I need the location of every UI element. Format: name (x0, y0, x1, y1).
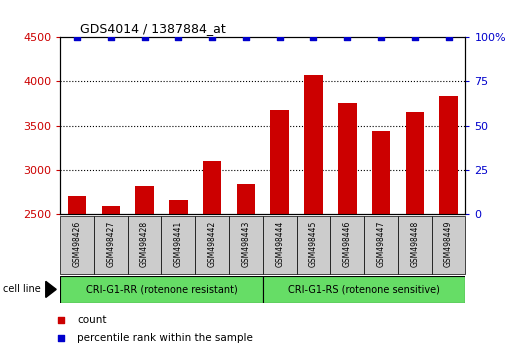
Point (73, 34, 81, 40)
Point (276, 34, 284, 40)
Bar (236, 184, 255, 214)
Bar (398, 216, 431, 274)
Bar (203, 161, 221, 214)
Bar (297, 216, 331, 274)
Bar (439, 96, 458, 214)
Bar (263, 216, 297, 274)
Text: GSM498441: GSM498441 (174, 221, 183, 267)
Text: GSM498428: GSM498428 (140, 221, 149, 267)
Text: GSM498427: GSM498427 (106, 221, 115, 267)
Point (343, 34, 351, 40)
Bar (68, 196, 86, 214)
Point (56, 318, 65, 323)
Bar (364, 216, 398, 274)
Bar (372, 131, 390, 214)
Text: GSM498446: GSM498446 (343, 221, 352, 267)
Bar (162, 216, 195, 274)
Point (208, 34, 217, 40)
Text: CRI-G1-RS (rotenone sensitive): CRI-G1-RS (rotenone sensitive) (288, 284, 440, 295)
Bar (169, 200, 188, 214)
Text: GDS4014 / 1387884_at: GDS4014 / 1387884_at (81, 22, 226, 35)
Bar (331, 216, 364, 274)
Bar (229, 216, 263, 274)
Point (411, 34, 419, 40)
Bar (304, 75, 323, 214)
Bar (128, 216, 162, 274)
Text: GSM498444: GSM498444 (275, 221, 284, 267)
Text: GSM498448: GSM498448 (411, 221, 419, 267)
Text: GSM498442: GSM498442 (208, 221, 217, 267)
Text: GSM498443: GSM498443 (242, 221, 251, 267)
Text: GSM498449: GSM498449 (444, 221, 453, 267)
Point (56, 335, 65, 341)
Bar (94, 216, 128, 274)
Bar (338, 103, 357, 214)
Bar (135, 186, 154, 214)
Point (445, 34, 453, 40)
Point (377, 34, 385, 40)
Bar (270, 110, 289, 214)
Bar (431, 216, 465, 274)
Text: cell line: cell line (3, 284, 40, 295)
Bar (101, 206, 120, 214)
Bar (60, 276, 263, 303)
Point (242, 34, 250, 40)
Point (107, 34, 115, 40)
Polygon shape (46, 281, 56, 297)
Bar (195, 216, 229, 274)
Point (140, 34, 149, 40)
Bar (60, 216, 94, 274)
Text: GSM498445: GSM498445 (309, 221, 318, 267)
Point (309, 34, 317, 40)
Bar (263, 276, 465, 303)
Text: percentile rank within the sample: percentile rank within the sample (77, 333, 253, 343)
Text: count: count (77, 315, 107, 325)
Point (174, 34, 183, 40)
Text: GSM498447: GSM498447 (377, 221, 385, 267)
Text: GSM498426: GSM498426 (73, 221, 82, 267)
Text: CRI-G1-RR (rotenone resistant): CRI-G1-RR (rotenone resistant) (86, 284, 237, 295)
Bar (405, 112, 424, 214)
